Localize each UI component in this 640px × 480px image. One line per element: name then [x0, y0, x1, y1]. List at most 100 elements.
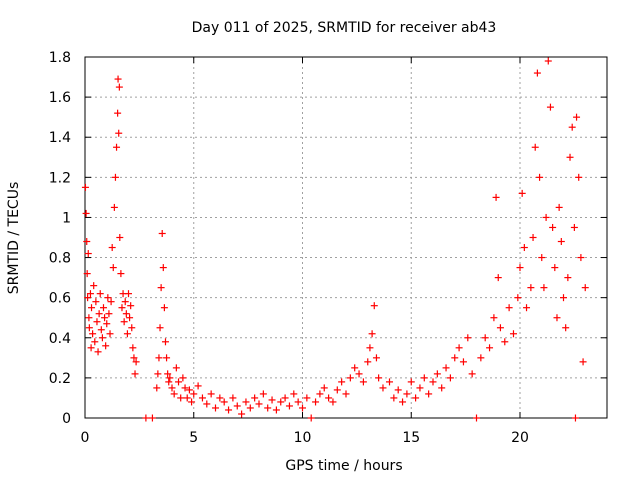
data-point: [399, 398, 407, 406]
data-point: [425, 390, 433, 398]
data-point: [446, 374, 454, 382]
data-point: [346, 374, 354, 382]
data-point: [359, 378, 367, 386]
data-point: [553, 314, 561, 322]
data-point: [277, 398, 285, 406]
data-point: [527, 284, 535, 292]
data-point: [156, 324, 164, 332]
data-point: [85, 314, 93, 322]
data-point: [264, 404, 272, 412]
data-point: [486, 344, 494, 352]
data-point: [103, 320, 111, 328]
data-point: [307, 414, 315, 422]
data-point: [85, 324, 93, 332]
data-point: [225, 406, 233, 414]
data-point: [316, 390, 324, 398]
data-point: [514, 294, 522, 302]
data-point: [233, 402, 241, 410]
data-point: [98, 334, 106, 342]
chart-title: Day 011 of 2025, SRMTID for receiver ab4…: [192, 20, 497, 36]
data-point: [492, 193, 500, 201]
data-point: [290, 390, 298, 398]
data-point: [160, 304, 168, 312]
y-tick-label: 1: [62, 210, 71, 226]
data-point: [87, 344, 95, 352]
data-point: [116, 234, 124, 241]
y-tick-label: 0.2: [49, 371, 71, 387]
data-point: [557, 238, 565, 246]
data-point: [429, 378, 437, 386]
data-point: [194, 382, 202, 390]
data-point: [104, 294, 112, 302]
data-point: [91, 338, 99, 346]
data-point: [455, 344, 463, 352]
data-point: [259, 390, 267, 398]
data-point: [175, 378, 183, 386]
data-point: [509, 330, 517, 338]
data-point: [251, 394, 259, 402]
data-point: [386, 378, 393, 386]
data-point: [501, 338, 509, 346]
y-tick-label: 1.6: [49, 90, 71, 106]
data-point: [89, 330, 97, 338]
data-point: [105, 310, 113, 318]
data-point: [115, 83, 123, 91]
data-point: [329, 398, 337, 406]
data-point: [481, 334, 489, 342]
data-point: [170, 390, 178, 398]
data-point: [165, 378, 173, 386]
data-point: [568, 123, 576, 131]
data-point: [86, 290, 94, 298]
data-point: [451, 354, 459, 362]
data-point: [157, 284, 165, 292]
data-point: [573, 113, 581, 121]
data-point: [92, 298, 100, 306]
data-point: [412, 394, 420, 402]
data-point: [438, 384, 446, 392]
data-point: [142, 414, 150, 422]
data-point: [416, 384, 424, 392]
data-point: [126, 314, 134, 322]
data-point: [246, 404, 254, 412]
data-point: [198, 394, 206, 402]
data-point: [355, 370, 363, 378]
data-point: [338, 378, 346, 386]
data-point: [542, 213, 550, 221]
data-point: [179, 374, 187, 382]
data-point: [579, 358, 587, 366]
data-point: [109, 264, 117, 272]
data-point: [113, 143, 121, 151]
data-point: [154, 370, 162, 378]
data-point: [518, 189, 526, 197]
data-point: [177, 394, 185, 402]
data-point: [546, 103, 554, 111]
data-point: [96, 290, 104, 298]
data-point: [268, 396, 276, 404]
data-point: [83, 238, 91, 246]
data-point: [570, 223, 578, 231]
data-point: [505, 304, 513, 312]
data-point: [108, 244, 116, 252]
data-point: [115, 129, 123, 137]
data-point: [130, 354, 138, 362]
data-point: [148, 414, 156, 422]
data-point: [188, 398, 196, 406]
data-point: [560, 294, 567, 302]
data-point: [129, 344, 137, 352]
data-point: [473, 414, 480, 422]
data-point: [132, 358, 140, 366]
data-point: [168, 384, 176, 392]
x-axis-label: GPS time / hours: [285, 458, 402, 474]
data-point: [516, 264, 524, 272]
data-point: [101, 314, 109, 322]
data-point: [99, 304, 107, 312]
data-point: [540, 284, 548, 292]
data-point: [394, 386, 402, 394]
data-point: [581, 284, 589, 292]
data-point: [84, 294, 92, 302]
data-point: [575, 173, 583, 181]
data-point: [88, 304, 96, 312]
data-point: [118, 304, 126, 312]
plot-background: [85, 57, 607, 418]
